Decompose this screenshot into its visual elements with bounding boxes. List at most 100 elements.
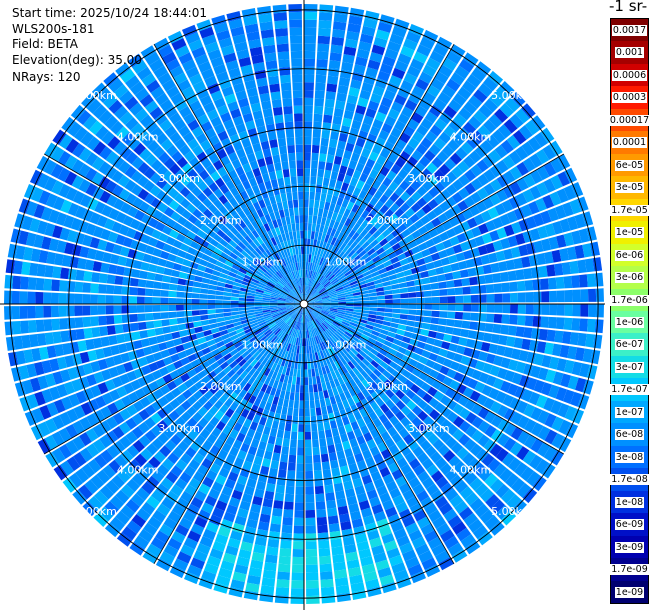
range-gate-cell bbox=[183, 298, 192, 304]
colorbar-segment: 1e-06 bbox=[611, 311, 648, 334]
range-gate-cell bbox=[333, 482, 344, 493]
range-gate-cell bbox=[324, 234, 330, 243]
range-gate-cell bbox=[369, 333, 379, 341]
range-gate-cell bbox=[370, 93, 382, 104]
range-gate-cell bbox=[316, 66, 328, 76]
range-gate-cell bbox=[512, 129, 527, 145]
range-gate-cell bbox=[451, 166, 464, 179]
range-gate-cell bbox=[308, 313, 313, 321]
range-gate-cell bbox=[305, 314, 308, 323]
range-gate-cell bbox=[509, 441, 523, 456]
range-gate-cell bbox=[138, 434, 151, 448]
range-gate-cell bbox=[587, 288, 597, 302]
range-gate-cell bbox=[58, 427, 72, 443]
range-gate-cell bbox=[315, 318, 321, 326]
range-gate-cell bbox=[511, 348, 521, 360]
range-gate-cell bbox=[206, 433, 218, 445]
range-gate-cell bbox=[341, 472, 352, 483]
range-gate-cell bbox=[350, 404, 359, 414]
range-gate-cell bbox=[572, 289, 581, 303]
range-gate-cell bbox=[222, 425, 233, 436]
range-gate-cell bbox=[178, 271, 188, 280]
range-gate-cell bbox=[198, 483, 211, 495]
range-gate-cell bbox=[285, 317, 292, 324]
range-gate-cell bbox=[334, 5, 349, 16]
range-gate-cell bbox=[338, 425, 346, 435]
range-gate-cell bbox=[215, 313, 224, 318]
range-gate-cell bbox=[125, 341, 136, 352]
range-gate-cell bbox=[301, 346, 304, 354]
range-gate-cell bbox=[350, 582, 365, 593]
range-gate-cell bbox=[240, 408, 250, 419]
range-gate-cell bbox=[361, 82, 374, 93]
range-gate-cell bbox=[296, 463, 304, 472]
range-gate-cell bbox=[398, 282, 408, 289]
range-gate-cell bbox=[571, 318, 581, 331]
range-gate-cell bbox=[331, 467, 341, 477]
range-gate-cell bbox=[401, 243, 411, 253]
range-gate-cell bbox=[466, 136, 480, 150]
range-gate-cell bbox=[351, 286, 360, 291]
range-gate-cell bbox=[319, 145, 328, 155]
range-gate-cell bbox=[208, 488, 221, 500]
range-gate-cell bbox=[282, 200, 289, 210]
range-gate-cell bbox=[341, 182, 350, 192]
range-gate-cell bbox=[144, 288, 154, 297]
range-gate-cell bbox=[416, 185, 428, 197]
range-gate-cell bbox=[305, 564, 319, 573]
range-gate-cell bbox=[469, 497, 484, 512]
range-gate-cell bbox=[514, 461, 528, 477]
range-gate-cell bbox=[182, 434, 194, 447]
range-gate-cell bbox=[450, 441, 464, 455]
range-gate-cell bbox=[214, 389, 224, 400]
range-gate-cell bbox=[137, 321, 147, 331]
range-gate-cell bbox=[342, 267, 351, 275]
range-gate-cell bbox=[310, 408, 316, 417]
range-gate-cell bbox=[269, 305, 278, 308]
range-gate-cell bbox=[353, 294, 362, 299]
range-gate-cell bbox=[272, 4, 287, 14]
range-gate-cell bbox=[489, 164, 503, 178]
range-gate-cell bbox=[24, 410, 38, 427]
range-gate-cell bbox=[530, 422, 544, 437]
range-gate-cell bbox=[293, 97, 303, 106]
range-gate-cell bbox=[439, 365, 450, 376]
range-gate-cell bbox=[203, 400, 214, 411]
range-gate-cell bbox=[322, 413, 329, 423]
range-gate-cell bbox=[280, 349, 287, 358]
range-gate-cell bbox=[416, 516, 431, 529]
range-gate-cell bbox=[405, 274, 414, 282]
range-gate-cell bbox=[259, 465, 270, 476]
range-gate-cell bbox=[238, 297, 247, 301]
range-gate-cell bbox=[239, 370, 249, 380]
range-gate-cell bbox=[173, 558, 189, 571]
range-gate-cell bbox=[265, 60, 278, 70]
range-gate-cell bbox=[36, 263, 46, 277]
range-gate-cell bbox=[426, 57, 441, 71]
range-gate-cell bbox=[304, 50, 316, 59]
range-gate-cell bbox=[384, 437, 396, 449]
range-gate-cell bbox=[525, 216, 537, 229]
range-gate-cell bbox=[183, 310, 193, 317]
range-gate-cell bbox=[287, 308, 295, 313]
range-gate-cell bbox=[131, 268, 141, 278]
range-gate-cell bbox=[238, 548, 252, 560]
range-gate-cell bbox=[352, 289, 361, 294]
range-gate-cell bbox=[344, 331, 353, 338]
range-gate-cell bbox=[300, 322, 303, 331]
range-gate-cell bbox=[336, 272, 345, 280]
range-gate-cell bbox=[333, 282, 342, 289]
range-gate-cell bbox=[521, 338, 531, 351]
range-gate-cell bbox=[35, 277, 45, 291]
range-gate-cell bbox=[469, 390, 481, 402]
range-gate-cell bbox=[45, 418, 58, 434]
range-gate-cell bbox=[499, 271, 509, 282]
range-gate-cell bbox=[304, 199, 309, 208]
range-gate-cell bbox=[574, 244, 585, 259]
range-gate-cell bbox=[384, 290, 393, 295]
range-gate-cell bbox=[559, 218, 571, 233]
range-gate-cell bbox=[371, 503, 384, 515]
range-gate-cell bbox=[444, 272, 454, 281]
range-gate-cell bbox=[281, 90, 292, 99]
range-gate-cell bbox=[369, 267, 378, 274]
